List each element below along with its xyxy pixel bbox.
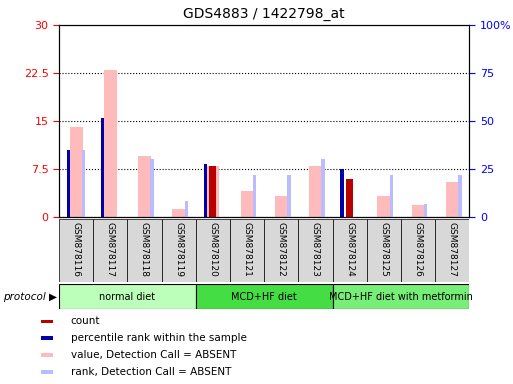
Text: GSM878125: GSM878125 — [380, 222, 388, 277]
Text: protocol ▶: protocol ▶ — [3, 291, 56, 302]
Bar — [378, 197, 390, 217]
Bar — [287, 175, 290, 217]
Text: GSM878122: GSM878122 — [277, 222, 286, 277]
Text: value, Detection Call = ABSENT: value, Detection Call = ABSENT — [70, 350, 236, 360]
Text: GSM878117: GSM878117 — [106, 222, 115, 277]
Bar — [204, 164, 207, 217]
Bar — [341, 169, 344, 217]
Bar — [367, 219, 401, 282]
Bar — [264, 219, 299, 282]
Text: GSM878118: GSM878118 — [140, 222, 149, 277]
Bar — [275, 197, 288, 217]
Bar — [253, 175, 256, 217]
Bar — [401, 219, 435, 282]
Bar — [59, 219, 93, 282]
Bar — [299, 219, 332, 282]
Text: count: count — [70, 316, 100, 326]
Text: GSM878127: GSM878127 — [448, 222, 457, 277]
Text: GSM878116: GSM878116 — [72, 222, 81, 277]
Bar — [241, 191, 253, 217]
Bar — [332, 284, 469, 309]
Bar — [196, 219, 230, 282]
Text: GSM878119: GSM878119 — [174, 222, 183, 277]
Text: GSM878120: GSM878120 — [208, 222, 218, 277]
Text: MCD+HF diet: MCD+HF diet — [231, 291, 297, 302]
Title: GDS4883 / 1422798_at: GDS4883 / 1422798_at — [183, 7, 345, 21]
Text: GSM878123: GSM878123 — [311, 222, 320, 277]
Bar — [41, 353, 53, 357]
Bar — [435, 219, 469, 282]
Bar — [101, 118, 105, 217]
Bar — [424, 204, 427, 217]
Bar — [150, 159, 154, 217]
Bar — [138, 156, 151, 217]
Bar — [162, 219, 196, 282]
Bar — [59, 284, 196, 309]
Bar — [458, 175, 462, 217]
Bar — [185, 201, 188, 217]
Bar — [332, 219, 367, 282]
Text: MCD+HF diet with metformin: MCD+HF diet with metformin — [329, 291, 473, 302]
Bar — [127, 219, 162, 282]
Bar — [390, 175, 393, 217]
Text: normal diet: normal diet — [100, 291, 155, 302]
Bar — [209, 166, 216, 217]
Bar — [41, 370, 53, 374]
Bar — [41, 336, 53, 340]
Bar — [104, 70, 117, 217]
Bar — [196, 284, 332, 309]
Bar — [346, 179, 353, 217]
Bar — [321, 159, 325, 217]
Text: GSM878124: GSM878124 — [345, 222, 354, 277]
Bar — [70, 127, 83, 217]
Bar — [309, 166, 322, 217]
Text: GSM878121: GSM878121 — [243, 222, 251, 277]
Bar — [41, 319, 53, 323]
Bar — [67, 150, 70, 217]
Bar — [93, 219, 127, 282]
Bar — [82, 150, 85, 217]
Text: rank, Detection Call = ABSENT: rank, Detection Call = ABSENT — [70, 367, 231, 377]
Text: GSM878126: GSM878126 — [413, 222, 423, 277]
Text: percentile rank within the sample: percentile rank within the sample — [70, 333, 246, 343]
Bar — [230, 219, 264, 282]
Bar — [411, 205, 425, 217]
Bar — [206, 166, 220, 217]
Bar — [172, 209, 185, 217]
Bar — [446, 182, 459, 217]
